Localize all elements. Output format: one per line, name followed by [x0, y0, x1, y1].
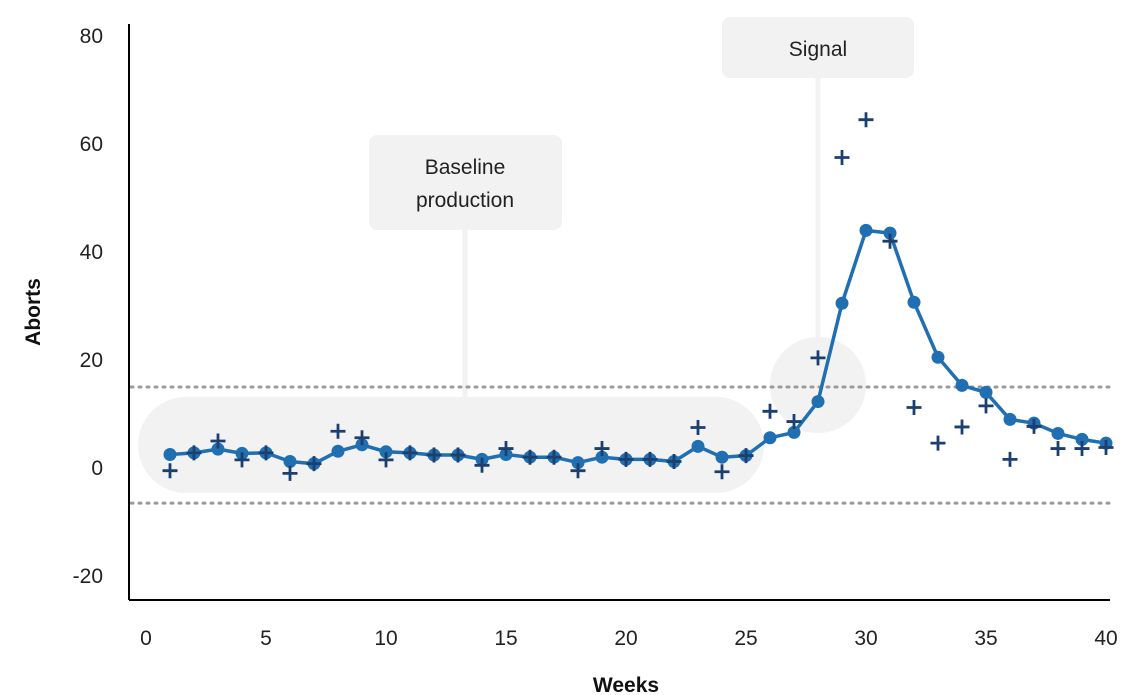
signal-label-text: Signal [789, 38, 847, 61]
observed-point [810, 350, 826, 366]
fitted-point [379, 445, 393, 459]
fitted-point [979, 385, 993, 399]
observed-point [666, 454, 682, 470]
fitted-point [955, 378, 969, 392]
observed-point [642, 451, 658, 467]
fitted-point [331, 444, 345, 458]
signal-region [770, 337, 866, 433]
observed-point [162, 463, 178, 479]
fitted-line [169, 228, 1107, 466]
observed-point [954, 419, 970, 435]
observed-point [858, 112, 874, 128]
x-tick-label: 10 [374, 627, 397, 650]
observed-point [330, 423, 346, 439]
observed-point [210, 433, 226, 449]
fitted-point [931, 350, 945, 364]
observed-series [162, 112, 1114, 481]
observed-point [1098, 439, 1114, 455]
observed-point [186, 445, 202, 461]
observed-point [234, 452, 250, 468]
observed-point [738, 448, 754, 464]
axes [128, 24, 1110, 601]
fitted-point [1003, 412, 1017, 426]
fitted-point [211, 442, 225, 456]
fitted-point [571, 456, 585, 470]
fitted-point [787, 425, 801, 439]
x-tick-label: 15 [494, 627, 517, 650]
fitted-point [835, 296, 849, 310]
fitted-point [907, 295, 921, 309]
baseline-label-box [369, 135, 562, 230]
fitted-point [763, 431, 777, 445]
y-tick-label: 60 [80, 133, 103, 156]
baseline-label-text: production [416, 189, 514, 212]
observed-point [930, 435, 946, 451]
y-tick-label: 20 [80, 349, 103, 372]
observed-point [882, 233, 898, 249]
observed-point [570, 463, 586, 479]
observed-point [906, 400, 922, 416]
fitted-point [811, 395, 825, 409]
x-tick-label: 0 [140, 627, 152, 650]
fitted-point [691, 439, 705, 453]
annotations: Baseline production Signal [369, 17, 914, 230]
baseline-label-text: Baseline [425, 156, 506, 179]
fitted-point [283, 455, 297, 469]
fitted-series [163, 223, 1113, 471]
observed-point [1002, 451, 1018, 467]
observed-point [522, 449, 538, 465]
observed-point [354, 430, 370, 446]
y-tick-label: 0 [91, 457, 103, 480]
fitted-point [595, 450, 609, 464]
tick-labels: 0 5 10 15 20 25 30 35 40 -20 0 20 40 60 80 [73, 25, 1118, 650]
fitted-point [163, 448, 177, 461]
observed-point [450, 447, 466, 463]
x-tick-label: 20 [614, 627, 637, 650]
observed-point [690, 420, 706, 435]
observed-point [1050, 441, 1066, 457]
observed-point [258, 445, 274, 461]
y-tick-label: 80 [80, 25, 103, 48]
observed-point [378, 452, 394, 468]
x-tick-label: 40 [1094, 627, 1117, 650]
fitted-point [715, 450, 729, 464]
fitted-point [1075, 432, 1089, 446]
fitted-point [883, 226, 897, 240]
observed-point [786, 414, 802, 430]
observed-point [546, 449, 562, 465]
x-tick-label: 5 [260, 627, 272, 650]
observed-point [1026, 418, 1042, 434]
y-tick-label: 40 [80, 241, 103, 264]
annotation-backgrounds [138, 78, 866, 493]
signal-label-box [722, 17, 914, 78]
observed-point [402, 445, 418, 461]
y-tick-label: -20 [73, 565, 103, 588]
observed-point [714, 464, 730, 480]
x-tick-label: 30 [854, 627, 877, 650]
control-limit-lines [129, 385, 1112, 505]
fitted-point [1051, 426, 1065, 440]
observed-point [618, 451, 634, 467]
observed-point [498, 441, 514, 457]
observed-point [426, 447, 442, 463]
baseline-region [138, 397, 764, 493]
observed-point [474, 457, 490, 473]
x-tick-label: 25 [734, 627, 757, 650]
observed-point [306, 456, 322, 472]
y-axis-title: Aborts [22, 278, 45, 346]
observed-point [282, 465, 298, 481]
observed-point [834, 150, 850, 165]
observed-point [594, 441, 610, 457]
fitted-point [859, 223, 873, 237]
x-tick-label: 35 [974, 627, 997, 650]
observed-point [762, 403, 778, 419]
observed-point [1074, 441, 1090, 457]
observed-point [978, 398, 994, 414]
x-axis-title: Weeks [593, 674, 659, 695]
